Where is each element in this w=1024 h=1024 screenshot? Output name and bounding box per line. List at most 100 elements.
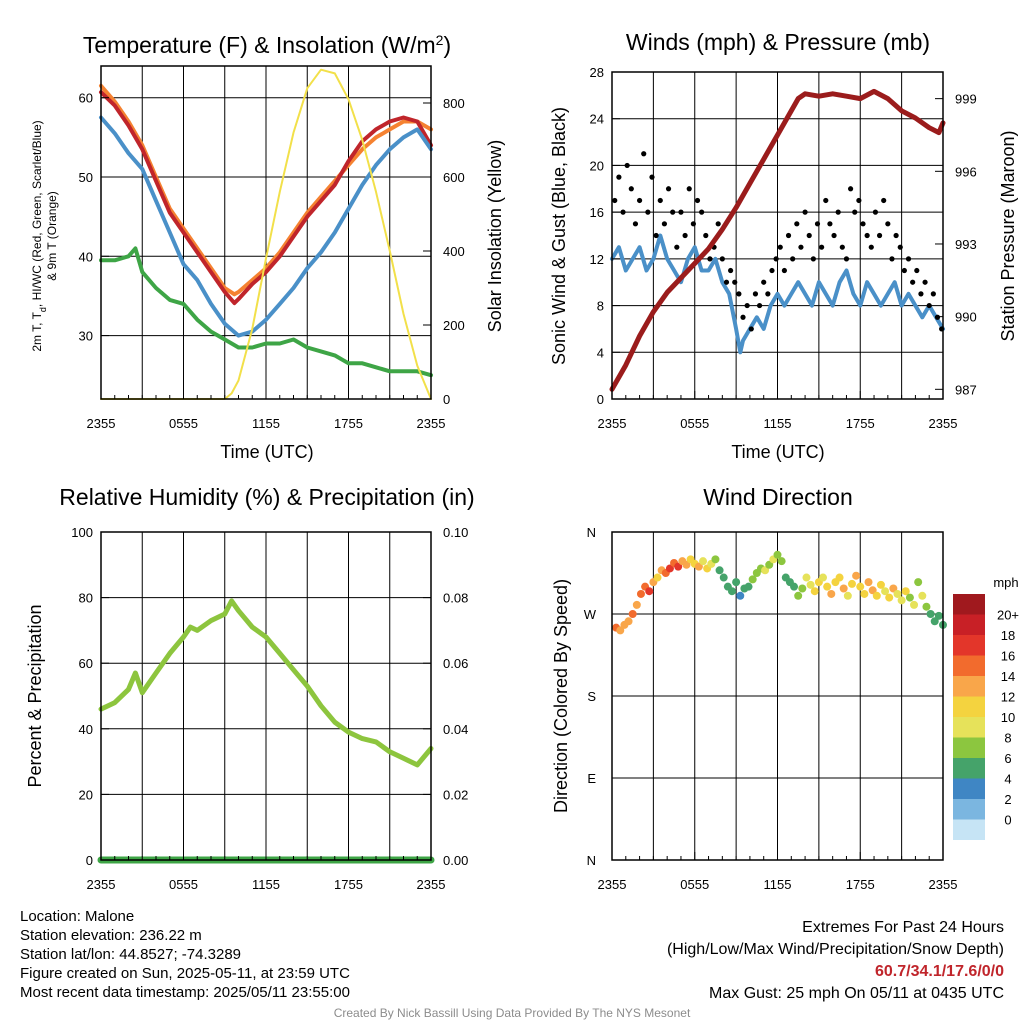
humidity-y2tick-label: 0.02: [443, 787, 468, 802]
wind-direction-point: [694, 562, 703, 571]
winds-xtick-label: 1155: [764, 416, 792, 431]
humidity-ytick-label: 40: [79, 722, 93, 737]
colorbar-label: 6: [1004, 751, 1011, 766]
humidity-title: Relative Humidity (%) & Precipitation (i…: [59, 484, 474, 510]
winds-gust-point: [781, 267, 787, 274]
winds-ytick-label: 8: [597, 299, 604, 314]
credit-text: Created By Nick Bassill Using Data Provi…: [333, 1006, 691, 1020]
winds-xtick-label: 2355: [929, 416, 958, 431]
wind-direction-point: [665, 564, 674, 573]
winds-ytick-label: 28: [590, 65, 604, 80]
winds-title: Winds (mph) & Pressure (mb): [626, 29, 930, 55]
winds-gust-point: [736, 291, 742, 297]
wind-direction-ytick-label: S: [587, 689, 596, 704]
winds-gust-point: [831, 232, 837, 239]
colorbar-swatch: [953, 717, 985, 738]
temperature-xtick-label: 2355: [417, 416, 446, 431]
colorbar-swatch: [953, 737, 985, 758]
winds-gust-point: [881, 197, 887, 204]
winds-ytick-label: 16: [590, 205, 604, 220]
location-text: Location: Malone: [20, 908, 135, 925]
winds-gust-point: [864, 232, 870, 239]
wind-direction-point: [868, 586, 877, 595]
winds-gust-point: [657, 197, 663, 204]
humidity-y2tick-label: 0.08: [443, 591, 468, 606]
winds-gust-point: [872, 209, 879, 215]
winds-gust-point: [889, 256, 895, 262]
winds-gust-point: [740, 314, 746, 320]
winds-gust-point: [798, 244, 804, 250]
winds-ylabel-right: Station Pressure (Maroon): [998, 130, 1018, 341]
winds-gust-point: [930, 291, 936, 297]
winds-gust-point: [785, 232, 792, 239]
temperature-y2tick-label: 400: [443, 244, 465, 259]
extremes-values: 60.7/34.1/17.6/0/0: [875, 963, 1004, 980]
humidity-frame: [100, 531, 432, 861]
wind-direction-ytick-label: N: [587, 853, 596, 868]
winds-axes: 0 4 8 12 16 20 24 28 987 990 993 996 999 2355 0555 1155…: [590, 65, 977, 431]
wind-direction-point: [636, 589, 645, 598]
wind-direction-point: [624, 617, 633, 626]
winds-ytick-label: 24: [590, 112, 604, 127]
winds-gust-point: [719, 256, 725, 262]
station-info: Location: Malone Station elevation: 236.…: [20, 907, 350, 1002]
winds-gust-point: [843, 256, 850, 262]
winds-grid: [612, 72, 943, 399]
winds-gust-point: [628, 186, 634, 192]
wind-direction-point: [897, 596, 906, 605]
wind-direction-point: [839, 584, 848, 593]
winds-ytick-label: 20: [590, 158, 604, 173]
wind-direction-xtick-label: 2355: [598, 877, 627, 892]
wind-direction-point: [798, 584, 807, 593]
temperature-series: [99, 68, 433, 400]
temperature-ytick-label: 40: [79, 249, 93, 264]
humidity-y2tick-label: 0.06: [443, 656, 468, 671]
temperature-frame: [100, 65, 432, 400]
humidity-xtick-label: 1155: [252, 877, 280, 892]
colorbar-label: 12: [1001, 690, 1015, 705]
humidity-axes: 0 20 40 60 80 100 0.00 0.02 0.04 0.06 0.08 0.10 2355…: [71, 525, 468, 892]
colorbar-label: 16: [1001, 649, 1015, 664]
wind-direction-point: [885, 593, 894, 602]
wind-direction-point: [843, 591, 852, 600]
winds-gust-point: [926, 302, 932, 309]
winds-gust-point: [876, 232, 883, 239]
winds-gust-point: [765, 291, 771, 297]
temperature-xlabel: Time (UTC): [220, 442, 313, 462]
winds-gust-point: [934, 314, 941, 320]
temperature-panel: Temperature (F) & Insolation (W/m2) 30 40…: [30, 32, 505, 462]
wind-direction-point: [810, 587, 819, 596]
winds-series-line: [610, 233, 945, 355]
colorbar-label: 10: [1001, 710, 1015, 725]
wind-direction-point: [744, 582, 753, 591]
colorbar-swatch: [953, 594, 985, 615]
colorbar-label: 20+: [997, 608, 1019, 623]
winds-ytick-label: 12: [590, 252, 604, 267]
temperature-ylabel-2: & 9m T (Orange): [45, 191, 59, 281]
humidity-ytick-label: 80: [79, 591, 93, 606]
winds-gust-point: [897, 244, 903, 250]
winds-gust-point: [645, 209, 651, 215]
max-gust-text: Max Gust: 25 mph On 05/11 at 0435 UTC: [709, 985, 1004, 1002]
colorbar-swatch: [953, 676, 985, 697]
wind-direction-point: [719, 573, 728, 582]
winds-gust-point: [674, 244, 680, 250]
wind-direction-point: [761, 566, 770, 575]
winds-gust-point: [814, 221, 821, 227]
winds-gust-point: [636, 197, 643, 204]
wind-direction-frame: [611, 531, 944, 861]
winds-gust-point: [839, 244, 845, 250]
winds-gust-point: [769, 267, 775, 274]
humidity-ytick-label: 0: [86, 853, 93, 868]
winds-gust-point: [827, 221, 833, 227]
winds-gust-point: [852, 209, 858, 215]
winds-gust-point: [777, 244, 783, 250]
winds-gust-point: [905, 256, 912, 262]
temperature-ylabel: 2m T, Td, HI/WC (Red, Green, Scarlet/Blu…: [30, 120, 48, 351]
wind-direction-point: [918, 591, 927, 600]
wind-direction-point: [748, 575, 757, 584]
wind-direction-point: [823, 582, 832, 591]
wind-direction-point: [872, 591, 881, 600]
